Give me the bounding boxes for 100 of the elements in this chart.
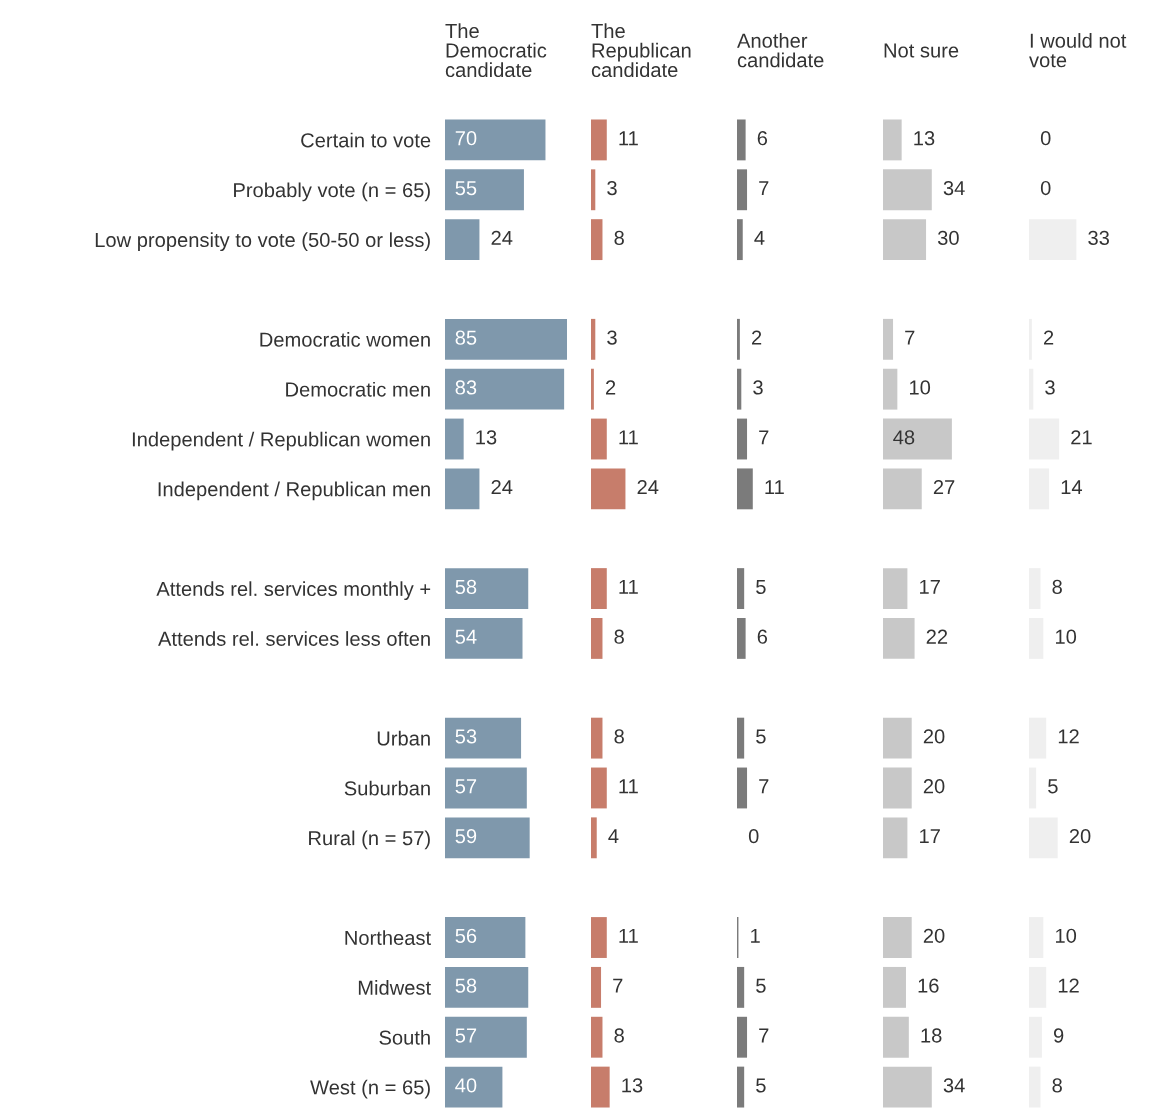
- data-label: 57: [455, 779, 477, 794]
- data-label: 9: [1053, 1028, 1064, 1043]
- data-label: 16: [918, 978, 939, 993]
- data-label: 21: [1071, 430, 1092, 445]
- data-label: 13: [622, 1078, 643, 1093]
- bar: [591, 767, 607, 809]
- bar: [445, 119, 546, 161]
- bar: [737, 568, 745, 610]
- bar: [591, 318, 596, 360]
- data-label: 33: [1088, 230, 1109, 246]
- data-label: 8: [614, 1028, 624, 1043]
- data-label: 17: [920, 579, 940, 594]
- bar: [737, 1016, 748, 1058]
- bar: [591, 568, 607, 610]
- y-tick-label: Rural (n = 57): [309, 830, 430, 850]
- y-tick-label: Democratic men: [286, 381, 430, 397]
- data-label: 5: [756, 729, 766, 744]
- data-label: 57: [455, 1028, 477, 1043]
- data-label: 24: [491, 230, 513, 245]
- data-label: 5: [756, 1078, 766, 1093]
- bar: [737, 767, 748, 809]
- data-label: 20: [923, 779, 945, 794]
- data-label: 7: [759, 1028, 769, 1043]
- data-label: 13: [914, 131, 935, 146]
- bar: [883, 717, 912, 759]
- data-label: 58: [455, 579, 477, 594]
- data-label: 11: [765, 480, 784, 495]
- data-label: 3: [607, 180, 617, 196]
- data-label: 2: [1043, 330, 1054, 345]
- data-label: 22: [926, 629, 948, 644]
- data-label: 0: [748, 828, 759, 844]
- data-label: 1: [751, 928, 760, 943]
- bar: [591, 617, 603, 659]
- data-label: 27: [933, 480, 955, 495]
- data-label: 30: [937, 230, 959, 246]
- y-tick-label: South: [379, 1029, 430, 1045]
- bar: [883, 1066, 932, 1108]
- bar: [883, 119, 902, 161]
- bar: [883, 817, 908, 859]
- y-tick-label: Attends rel. services monthly +: [156, 581, 431, 601]
- data-label: 7: [759, 181, 769, 195]
- data-label: 6: [757, 629, 768, 644]
- data-label: 11: [619, 928, 638, 943]
- bar: [591, 368, 594, 410]
- y-tick-label: Midwest: [358, 980, 431, 995]
- data-label: 4: [608, 829, 619, 844]
- data-label: 24: [637, 480, 659, 495]
- data-label: 48: [893, 430, 915, 445]
- data-label: 7: [905, 330, 915, 345]
- bar: [737, 418, 748, 460]
- data-label: 10: [1056, 629, 1077, 644]
- y-tick-label: Independent / Republican women: [132, 431, 430, 451]
- y-tick-label: Suburban: [344, 780, 430, 796]
- bar: [883, 468, 922, 510]
- bar: [737, 617, 746, 659]
- data-label: 14: [1061, 480, 1083, 495]
- bar: [445, 1066, 503, 1108]
- y-tick-label: Attends rel. services less often: [158, 631, 430, 646]
- data-label: 24: [491, 480, 513, 495]
- data-label: 54: [455, 629, 477, 644]
- data-label: 55: [455, 181, 477, 196]
- bar: [445, 966, 529, 1008]
- bar: [445, 617, 523, 659]
- data-label: 18: [921, 1028, 942, 1043]
- y-tick-label: Northeast: [345, 930, 431, 946]
- y-tick-label: West (n = 65): [310, 1079, 430, 1099]
- bar: [445, 219, 480, 261]
- bar: [737, 169, 748, 211]
- data-label: 4: [754, 230, 765, 245]
- bar: [737, 468, 753, 510]
- bar: [883, 418, 952, 460]
- bar: [883, 617, 915, 659]
- bar: [591, 418, 607, 460]
- data-label: 3: [753, 380, 763, 395]
- bar: [445, 717, 522, 759]
- data-label: 17: [920, 829, 940, 844]
- data-label: 3: [607, 330, 617, 345]
- data-label: 34: [943, 1078, 965, 1093]
- bar: [591, 219, 603, 261]
- bar: [883, 368, 898, 410]
- data-label: 13: [476, 430, 497, 445]
- data-label: 20: [923, 928, 945, 943]
- bar: [591, 468, 626, 510]
- bar: [591, 169, 596, 211]
- bar: [445, 817, 530, 859]
- bar: [737, 1066, 745, 1108]
- bar: [737, 318, 740, 360]
- chart-title: Another candidate: [737, 33, 824, 68]
- data-label: 10: [910, 380, 931, 395]
- data-label: 56: [455, 928, 477, 943]
- data-label: 8: [1052, 579, 1062, 594]
- data-label: 8: [614, 729, 624, 744]
- bar: [591, 119, 607, 161]
- data-label: 5: [756, 579, 766, 594]
- bar: [445, 318, 567, 360]
- y-tick-label: Independent / Republican men: [158, 481, 430, 501]
- bar: [445, 568, 529, 610]
- data-label: 59: [455, 828, 477, 844]
- bar: [737, 219, 743, 261]
- bar: [445, 368, 565, 410]
